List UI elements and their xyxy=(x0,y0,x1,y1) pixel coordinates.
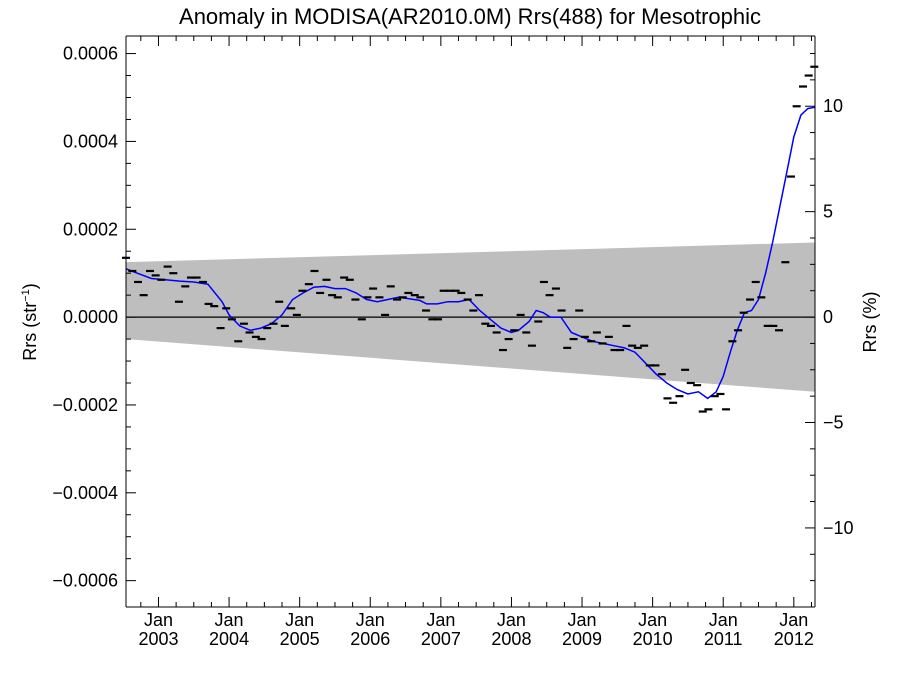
y2-tick-label: 5 xyxy=(823,202,833,222)
y-axis-label-close: ) xyxy=(20,283,40,289)
monthly-anomaly-markers xyxy=(122,65,819,413)
x-tick-year: 2007 xyxy=(421,629,461,649)
x-tick-year: 2010 xyxy=(633,629,673,649)
y2-axis-label: Rrs (%) xyxy=(860,292,880,353)
x-tick-year: 2005 xyxy=(280,629,320,649)
y2-tick-label: −10 xyxy=(823,518,854,538)
y2-tick-label: 0 xyxy=(823,307,833,327)
x-tick-month: Jan xyxy=(709,610,738,630)
y-tick-label: −0.0006 xyxy=(52,571,118,591)
x-tick-month: Jan xyxy=(568,610,597,630)
x-tick-month: Jan xyxy=(497,610,526,630)
y-tick-label: 0.0006 xyxy=(63,44,118,64)
x-tick-month: Jan xyxy=(638,610,667,630)
y-tick-label: 0.0000 xyxy=(63,307,118,327)
y-tick-label: −0.0004 xyxy=(52,483,118,503)
running-mean-line xyxy=(125,106,816,400)
x-tick-month: Jan xyxy=(426,610,455,630)
x-tick-year: 2009 xyxy=(562,629,602,649)
x-tick-month: Jan xyxy=(215,610,244,630)
y-axis-label-sup: −1 xyxy=(20,289,32,302)
x-tick-year: 2003 xyxy=(138,629,178,649)
x-tick-month: Jan xyxy=(356,610,385,630)
y2-tick-label: −5 xyxy=(823,413,844,433)
y-axis-label-text: Rrs (str xyxy=(20,302,40,361)
y2-tick-label: 10 xyxy=(823,96,843,116)
y-tick-label: 0.0004 xyxy=(63,131,118,151)
axis-ticks: 0.0006 0.0004 0.0002 0.0000 −0.0002 −0.0004 −0… xyxy=(52,36,854,649)
x-tick-year: 2004 xyxy=(209,629,249,649)
y-tick-label: 0.0002 xyxy=(63,219,118,239)
x-tick-year: 2011 xyxy=(704,629,743,649)
x-tick-month: Jan xyxy=(285,610,314,630)
x-tick-year: 2008 xyxy=(491,629,531,649)
x-tick-month: Jan xyxy=(779,610,808,630)
y-tick-label: −0.0002 xyxy=(52,395,118,415)
x-tick-year: 2012 xyxy=(774,629,814,649)
chart-title: Anomaly in MODISA(AR2010.0M) Rrs(488) fo… xyxy=(179,4,761,29)
y-axis-label: Rrs (str−1) xyxy=(20,283,40,361)
x-tick-month: Jan xyxy=(144,610,173,630)
axes xyxy=(125,35,816,608)
x-tick-year: 2006 xyxy=(350,629,390,649)
running-mean-path xyxy=(125,106,816,400)
